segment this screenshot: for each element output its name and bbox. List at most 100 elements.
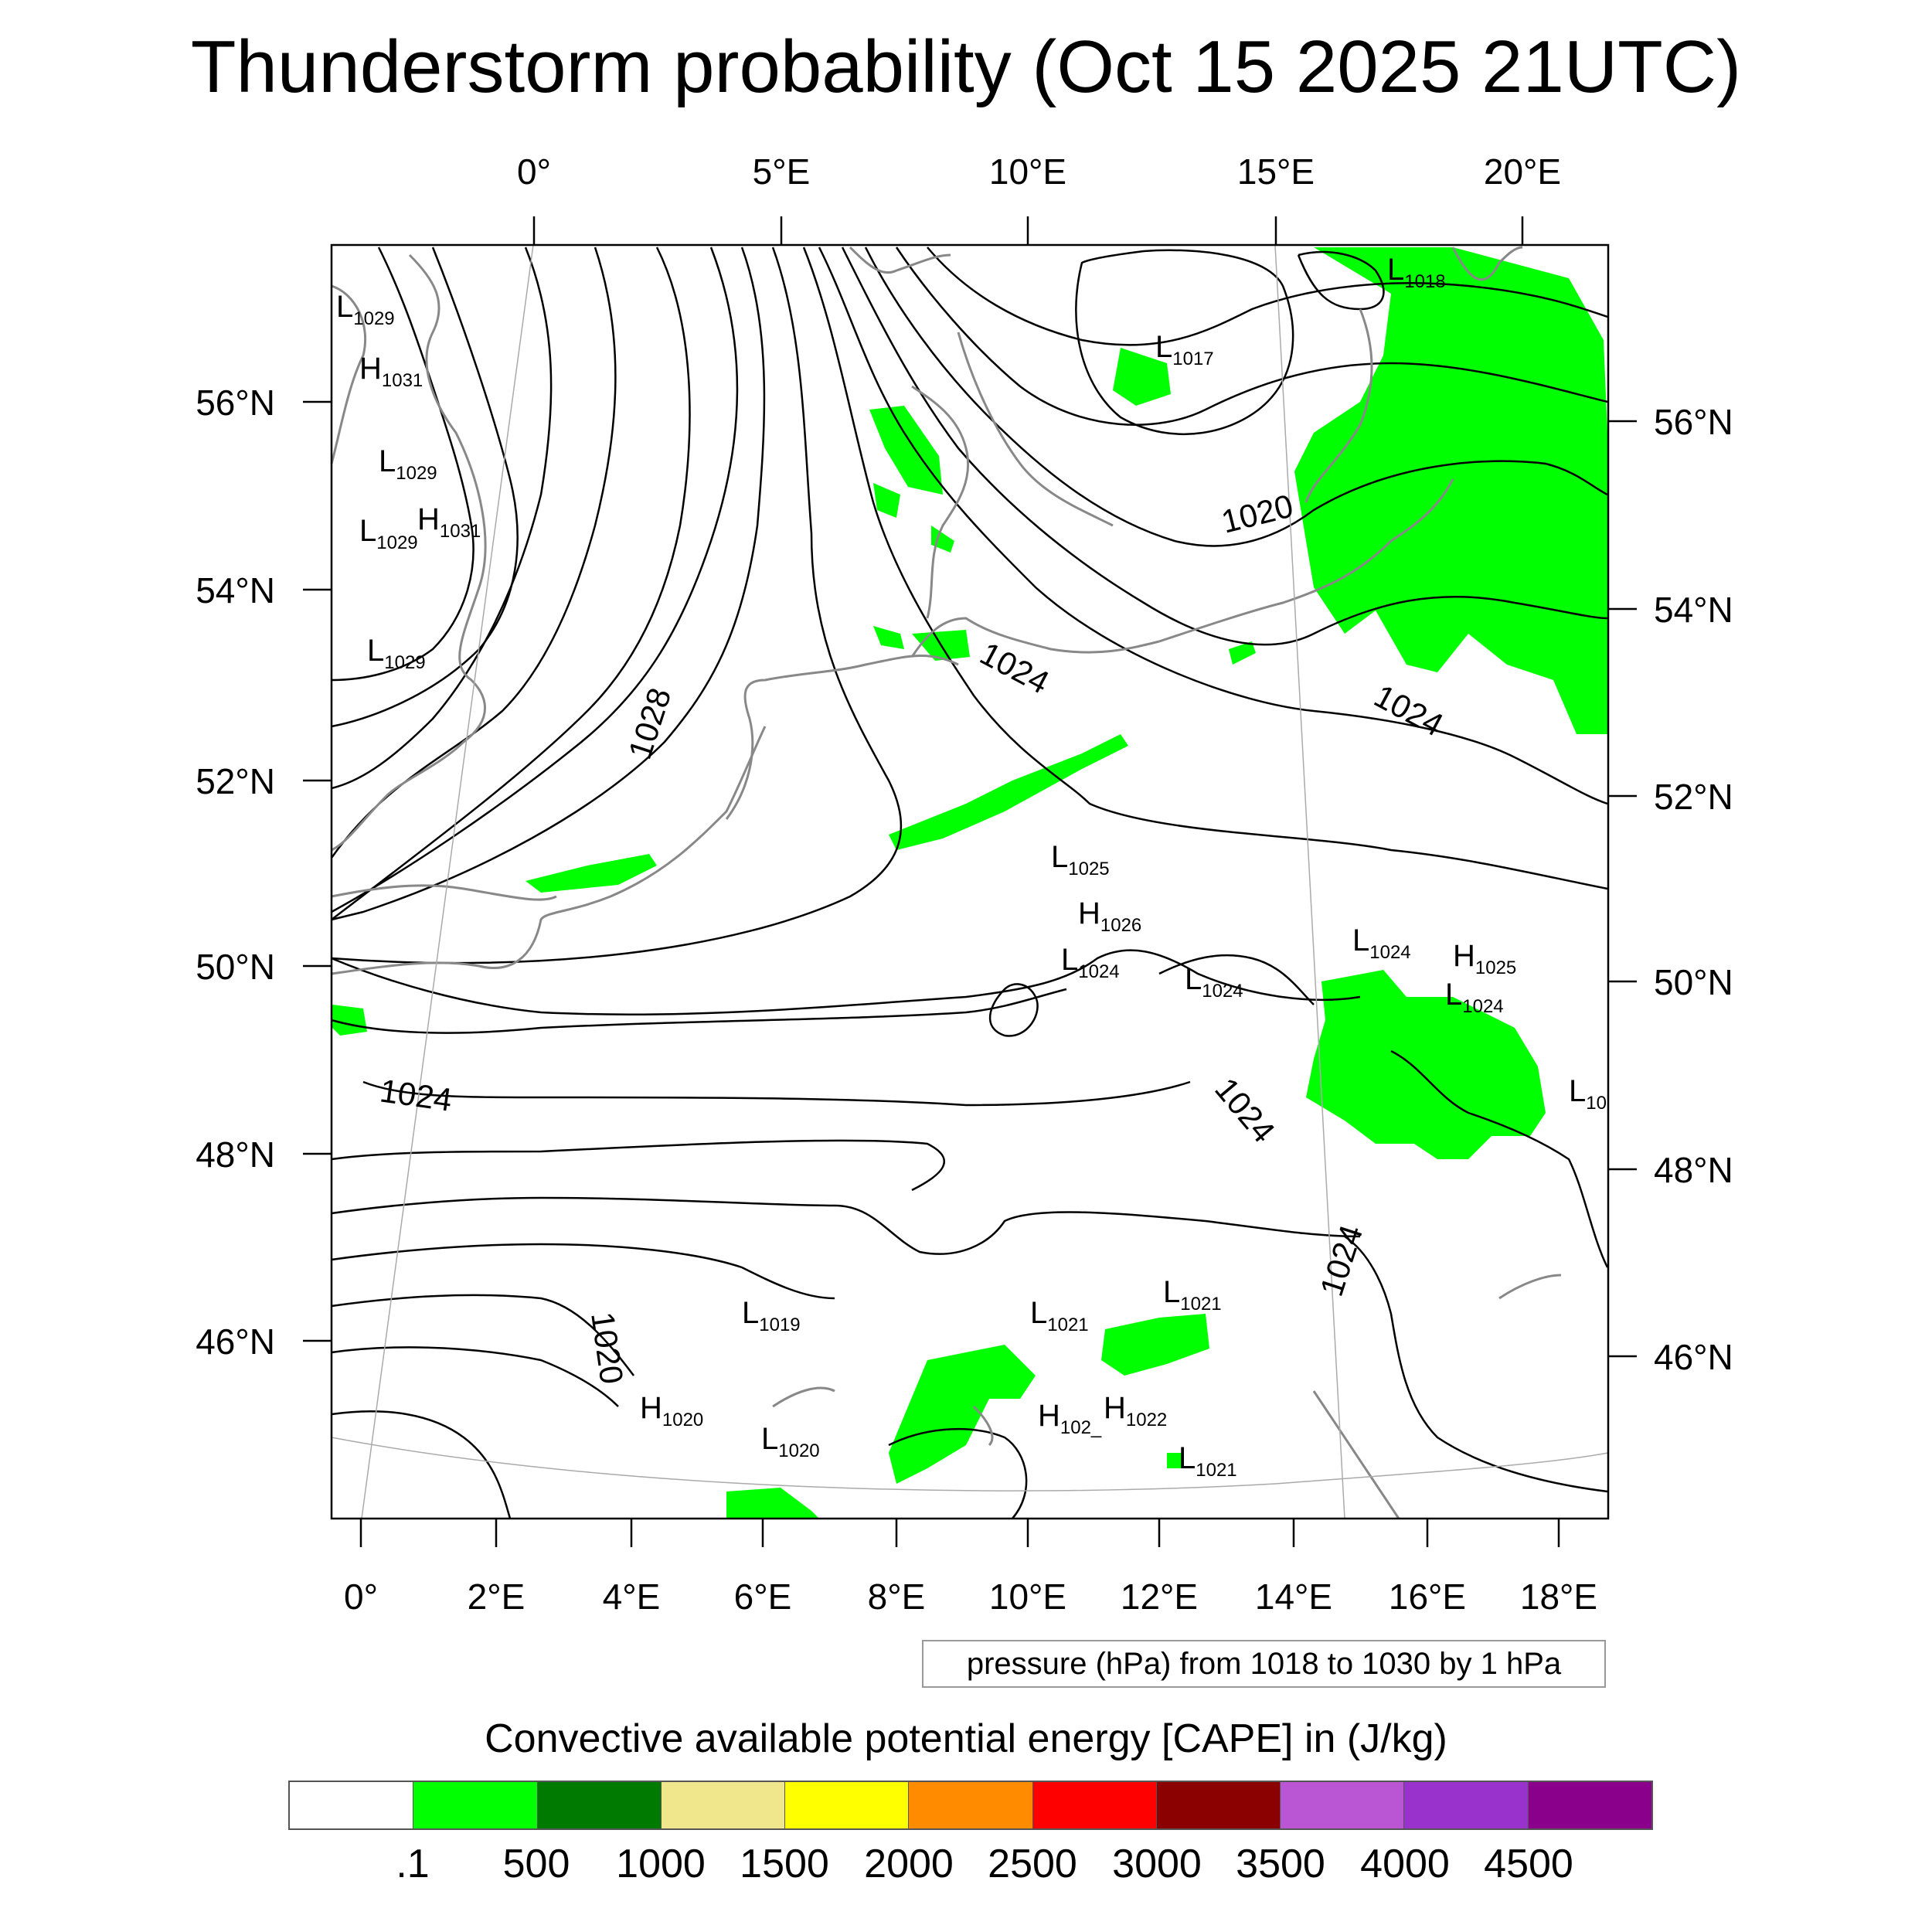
isobar-line <box>331 988 1067 1034</box>
lat-label-left: 48°N <box>196 1134 275 1175</box>
pressure-system-label: H1031 <box>417 502 481 542</box>
isobar-line <box>331 247 739 913</box>
coastline-uk-west <box>330 284 367 464</box>
coastline-adriatic <box>1312 1390 1400 1519</box>
coastline-lake-geneva <box>772 1386 835 1408</box>
pressure-system-label: L1021 <box>1179 1441 1237 1481</box>
coastline-baltic-east <box>1304 308 1373 503</box>
cape-area-baltic-east <box>1294 247 1607 734</box>
coastline-croatia <box>1498 1274 1562 1300</box>
colorbar-title: Convective available potential energy [C… <box>485 1716 1447 1761</box>
pressure-system-label: L1024 <box>1352 923 1411 963</box>
lon-label-top: 10°E <box>989 151 1066 192</box>
lon-label-bottom: 4°E <box>603 1577 661 1617</box>
coastline-uk-south <box>331 884 557 901</box>
isobar-line <box>1344 1235 1608 1493</box>
lon-label-bottom: 16°E <box>1389 1577 1466 1617</box>
lat-label-left: 52°N <box>196 761 275 801</box>
colorbar-label: 4500 <box>1484 1842 1573 1886</box>
colorbar-label: 500 <box>502 1842 570 1886</box>
lat-label-left: 54°N <box>196 570 275 611</box>
cape-area-germany-band <box>889 734 1128 850</box>
isobar-line <box>331 247 903 964</box>
colorbar-label: .1 <box>396 1842 430 1886</box>
axis-ticks <box>303 216 1637 1547</box>
cape-area-alps-east <box>1101 1314 1209 1376</box>
pressure-system-label: L1025 <box>1051 840 1110 879</box>
lon-label-top: 5°E <box>753 151 811 192</box>
colorbar-box <box>1281 1782 1405 1828</box>
lon-label-top: 15°E <box>1237 151 1315 192</box>
pressure-system-label: L1029 <box>359 514 418 553</box>
isobar-line <box>989 983 1039 1037</box>
cape-shading <box>332 247 1607 1519</box>
colorbar-label: 3000 <box>1112 1842 1202 1886</box>
pressure-system-label: H1022 <box>1104 1391 1167 1430</box>
pressure-system-label: L1024 <box>1185 962 1243 1002</box>
map-area <box>330 243 1610 1520</box>
isobar-line <box>331 1243 835 1300</box>
map-title: Thunderstorm probability (Oct 15 2025 21… <box>190 26 1742 108</box>
isobar-line <box>1158 954 1315 1005</box>
pressure-system-label: L1018 <box>1387 253 1446 292</box>
lon-label-top: 20°E <box>1484 151 1561 192</box>
contour-info-box: pressure (hPa) from 1018 to 1030 by 1 hP… <box>922 1640 1606 1688</box>
isobar-line <box>1075 249 1294 436</box>
bottom-lon-labels: 0° 2°E 4°E 6°E 8°E 10°E 12°E 14°E 16°E 1… <box>344 1577 1597 1617</box>
isobar-line <box>888 1427 1028 1519</box>
pressure-system-label: L1021 <box>1163 1275 1222 1315</box>
coastline-germany-north <box>910 617 1160 658</box>
coastline-france-north <box>331 726 767 975</box>
lat-label-left: 50°N <box>196 947 275 987</box>
lat-label-left: 46°N <box>196 1321 275 1362</box>
isobar-line <box>330 247 617 859</box>
top-lon-labels: 0° 5°E 10°E 15°E 20°E <box>517 151 1561 192</box>
cape-area-baltic-south <box>931 526 954 553</box>
pressure-systems: L1029 H1031 L1029 L1029 H1031 L1029 L101… <box>336 253 1607 1481</box>
pressure-system-label: L10 <box>1569 1074 1607 1114</box>
lon-label-bottom: 6°E <box>734 1577 792 1617</box>
colorbar-box <box>413 1782 538 1828</box>
isobar-line <box>802 247 1608 890</box>
colorbar <box>288 1781 1653 1830</box>
isobar-line <box>818 247 1608 805</box>
coastline-italy-lakes <box>972 1405 994 1447</box>
lon-label-bottom: 2°E <box>468 1577 526 1617</box>
colorbar-box <box>1528 1782 1651 1828</box>
isobar-line <box>895 247 1608 426</box>
pressure-system-label: H102_ <box>1038 1399 1102 1438</box>
graticule <box>331 244 1609 1519</box>
colorbar-label: 4000 <box>1360 1842 1450 1886</box>
cape-area-channel <box>526 854 657 893</box>
coastline-baltic-south <box>1158 478 1454 643</box>
coastline-uk <box>331 253 487 852</box>
lon-label-bottom: 10°E <box>989 1577 1066 1617</box>
colorbar-label: 2000 <box>864 1842 954 1886</box>
cape-area-denmark-east <box>869 406 943 495</box>
isobar-line <box>331 949 1361 1015</box>
lon-label-bottom: 0° <box>344 1577 378 1617</box>
cape-area-scandinavia <box>1113 348 1171 406</box>
colorbar-label: 2500 <box>988 1842 1077 1886</box>
coastline-norway-south <box>849 246 951 274</box>
pressure-system-label: L1019 <box>742 1296 801 1335</box>
lon-label-top: 0° <box>517 151 551 192</box>
isobar-line <box>331 247 766 921</box>
isobars <box>330 247 1609 1519</box>
colorbar-box <box>290 1782 414 1828</box>
colorbar-box <box>1404 1782 1529 1828</box>
isobar-line <box>927 247 1608 346</box>
isobar-line <box>362 1080 1191 1107</box>
pressure-system-label: H1020 <box>640 1391 703 1430</box>
lat-label-right: 56°N <box>1654 402 1733 442</box>
cape-area-poland-streak <box>1229 641 1256 665</box>
pressure-system-label: H1026 <box>1078 896 1141 936</box>
isobar-line <box>331 1139 945 1192</box>
isobar-line <box>331 247 519 728</box>
lat-label-right: 54°N <box>1654 590 1733 630</box>
pressure-system-label: L1024 <box>1445 978 1504 1017</box>
pressure-system-label: L1021 <box>1030 1296 1089 1335</box>
isobar-line <box>331 1294 634 1376</box>
lon-label-bottom: 18°E <box>1520 1577 1597 1617</box>
